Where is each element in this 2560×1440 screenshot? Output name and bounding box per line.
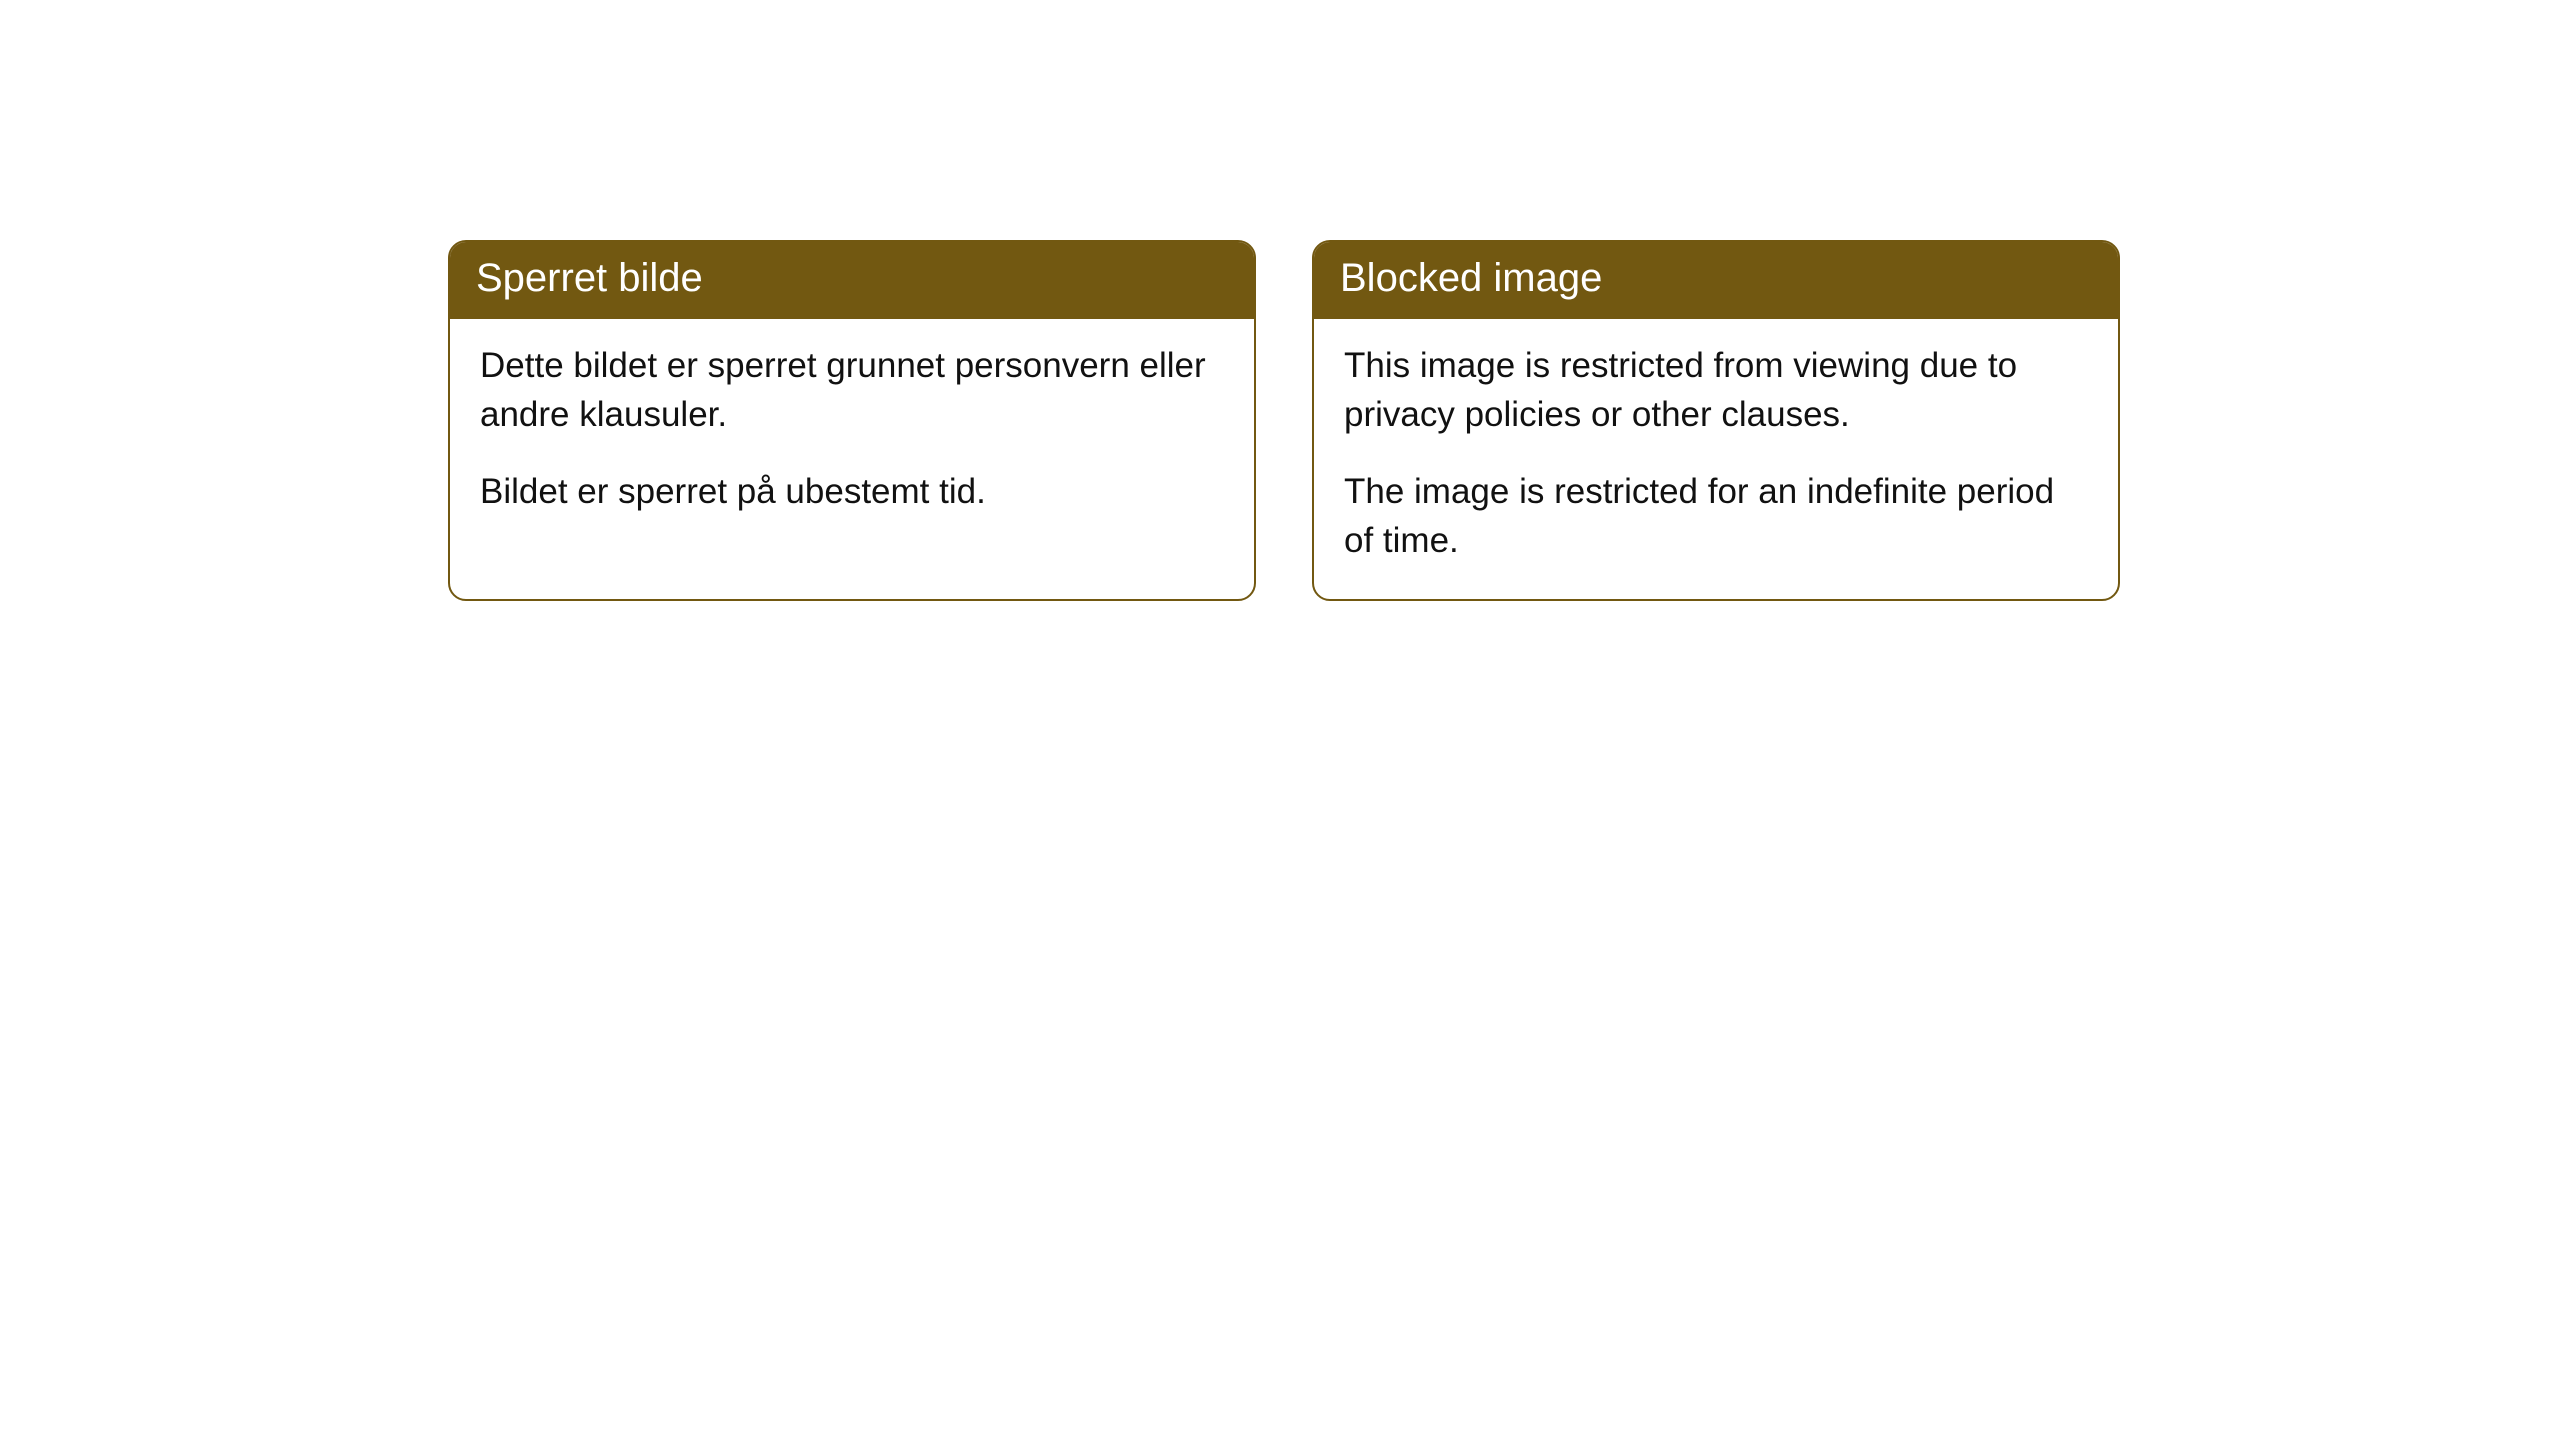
card-body-no: Dette bildet er sperret grunnet personve… bbox=[450, 319, 1254, 566]
card-paragraph-no-1: Dette bildet er sperret grunnet personve… bbox=[480, 341, 1224, 439]
card-paragraph-no-2: Bildet er sperret på ubestemt tid. bbox=[480, 467, 1224, 516]
card-body-en: This image is restricted from viewing du… bbox=[1314, 319, 2118, 599]
card-paragraph-en-2: The image is restricted for an indefinit… bbox=[1344, 467, 2088, 565]
notice-container: Sperret bilde Dette bildet er sperret gr… bbox=[448, 240, 2560, 601]
blocked-image-card-en: Blocked image This image is restricted f… bbox=[1312, 240, 2120, 601]
card-header-en: Blocked image bbox=[1314, 242, 2118, 319]
card-header-no: Sperret bilde bbox=[450, 242, 1254, 319]
card-paragraph-en-1: This image is restricted from viewing du… bbox=[1344, 341, 2088, 439]
blocked-image-card-no: Sperret bilde Dette bildet er sperret gr… bbox=[448, 240, 1256, 601]
